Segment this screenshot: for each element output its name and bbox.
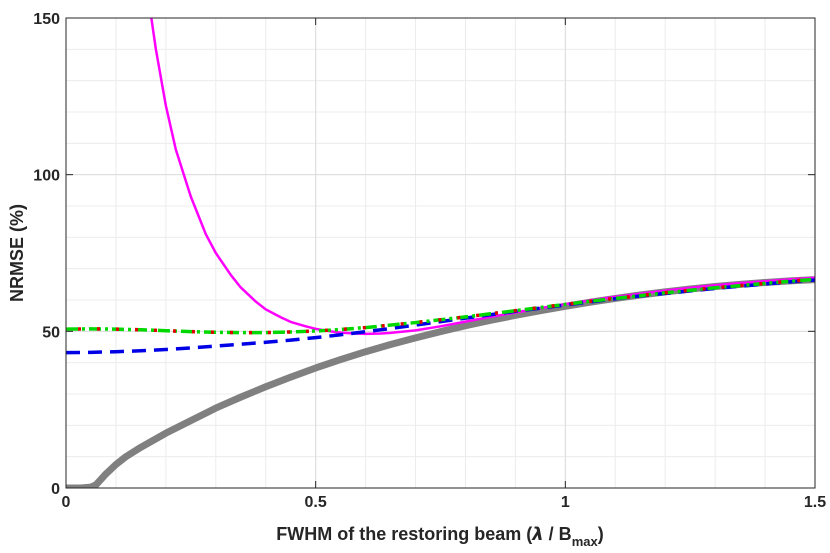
series-line-magenta — [150, 18, 815, 336]
y-tick-label: 50 — [42, 324, 60, 341]
x-axis-label-slash: / B — [544, 524, 572, 544]
series-layer — [66, 18, 815, 488]
y-tick-label: 0 — [51, 481, 60, 498]
y-axis-label: NRMSE (%) — [7, 204, 27, 302]
x-axis-label-lambda: λ — [531, 524, 543, 545]
x-axis-label-close: ) — [598, 524, 604, 544]
x-tick-label: 0.5 — [305, 494, 327, 511]
x-tick-label: 1 — [561, 494, 570, 511]
plot-frame — [65, 17, 816, 489]
x-tick-labels: 0 0.5 1 1.5 — [62, 494, 827, 511]
x-axis-label: FWHM of the restoring beam (λ / Bmax) — [276, 524, 603, 549]
series-line-green-red-dashdot-dots — [66, 277, 815, 335]
x-tick-label: 1.5 — [804, 494, 826, 511]
x-tick-label: 0 — [62, 494, 71, 511]
y-tick-label: 100 — [33, 168, 60, 185]
x-axis-label-main: FWHM of the restoring beam ( — [276, 524, 532, 544]
x-axis-label-sub: max — [572, 534, 599, 549]
y-tick-labels: 0 50 100 150 — [33, 11, 60, 498]
minor-grid — [66, 18, 815, 488]
tick-marks — [65, 17, 816, 489]
plot-area-background — [66, 18, 815, 488]
y-tick-label: 150 — [33, 11, 60, 28]
